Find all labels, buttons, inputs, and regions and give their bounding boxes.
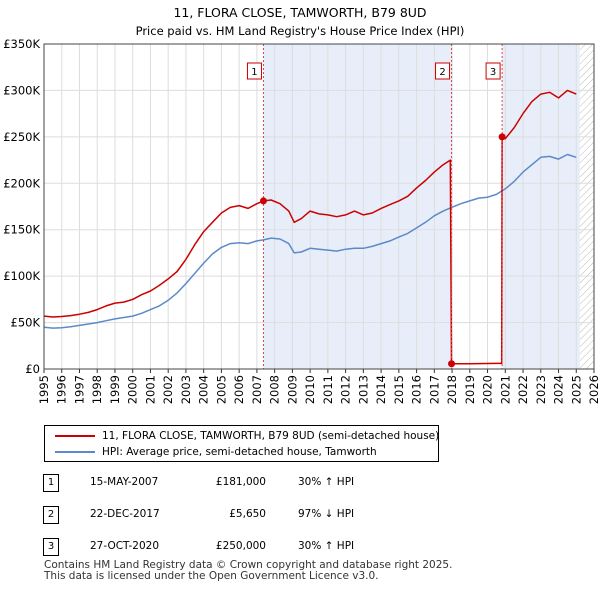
transaction-label-box-1 bbox=[246, 62, 262, 80]
y-tick-label-1: £50K bbox=[11, 316, 41, 330]
legend-item-property: 11, FLORA CLOSE, TAMWORTH, B79 8UD (semi… bbox=[45, 428, 440, 444]
transaction-date-1: 15-MAY-2007 bbox=[90, 476, 159, 488]
legend-item-hpi: HPI: Average price, semi-detached house,… bbox=[45, 444, 438, 460]
series-line-property bbox=[43, 89, 577, 365]
footer-line-2: This data is licensed under the Open Gov… bbox=[44, 570, 379, 582]
x-tick-label-2006: 2006 bbox=[232, 375, 246, 404]
y-tick-label-0: £0 bbox=[25, 362, 40, 376]
transaction-number-2: 2 bbox=[43, 506, 59, 524]
x-tick-label-2008: 2008 bbox=[268, 375, 282, 404]
x-tick-label-1998: 1998 bbox=[90, 375, 104, 404]
chart-title: 11, FLORA CLOSE, TAMWORTH, B79 8UD bbox=[173, 5, 426, 20]
footer: Contains HM Land Registry data © Crown c… bbox=[44, 560, 452, 582]
legend-swatch-property bbox=[55, 435, 95, 437]
forecast-hatch bbox=[579, 44, 594, 369]
x-tick-label-2000: 2000 bbox=[126, 375, 140, 404]
x-tick-label-2010: 2010 bbox=[303, 375, 317, 404]
legend-swatch-hpi bbox=[55, 451, 95, 453]
x-tick-label-2026: 2026 bbox=[587, 375, 600, 404]
transaction-point-3 bbox=[498, 133, 506, 141]
price-chart: 11, FLORA CLOSE, TAMWORTH, B79 8UD Price… bbox=[3, 5, 600, 404]
transaction-hpi-2: 97% ↓ HPI bbox=[298, 508, 355, 520]
x-tick-label-2023: 2023 bbox=[534, 375, 548, 404]
transaction-hpi-3: 30% ↑ HPI bbox=[298, 540, 355, 552]
x-tick-label-2018: 2018 bbox=[445, 375, 459, 404]
x-tick-label-2025: 2025 bbox=[569, 375, 583, 404]
y-tick-label-2: £100K bbox=[3, 269, 40, 283]
y-tick-label-5: £250K bbox=[3, 130, 40, 144]
x-tick-label-2024: 2024 bbox=[552, 375, 566, 404]
x-tick-label-1996: 1996 bbox=[55, 375, 69, 404]
x-tick-label-2021: 2021 bbox=[498, 375, 512, 404]
x-tick-label-2007: 2007 bbox=[250, 375, 264, 404]
y-tick-label-3: £150K bbox=[3, 223, 40, 237]
x-tick-label-2004: 2004 bbox=[197, 375, 211, 404]
x-tick-label-2022: 2022 bbox=[516, 375, 530, 404]
x-tick-label-2015: 2015 bbox=[392, 375, 406, 404]
transaction-label-2: 2 bbox=[439, 67, 445, 78]
x-tick-label-2014: 2014 bbox=[374, 375, 388, 404]
x-tick-label-2005: 2005 bbox=[214, 375, 228, 404]
transaction-number-1: 1 bbox=[43, 474, 59, 492]
transaction-label-3: 3 bbox=[490, 67, 496, 78]
x-tick-label-2011: 2011 bbox=[321, 375, 335, 404]
legend-label-hpi: HPI: Average price, semi-detached house,… bbox=[102, 446, 377, 458]
transaction-number-3: 3 bbox=[43, 538, 59, 556]
plot-background bbox=[44, 44, 594, 369]
transaction-date-2: 22-DEC-2017 bbox=[90, 508, 160, 520]
transaction-row-3: 3 27-OCT-2020 £250,000 30% ↑ HPI bbox=[0, 538, 600, 558]
series-line-hpi bbox=[43, 153, 577, 329]
transaction-row-1: 1 15-MAY-2007 £181,000 30% ↑ HPI bbox=[0, 474, 600, 494]
x-tick-label-1999: 1999 bbox=[108, 375, 122, 404]
y-tick-label-6: £300K bbox=[3, 83, 40, 97]
legend-label-property: 11, FLORA CLOSE, TAMWORTH, B79 8UD (semi… bbox=[102, 430, 440, 442]
y-tick-label-7: £350K bbox=[3, 37, 40, 51]
x-tick-label-2019: 2019 bbox=[463, 375, 477, 404]
chart-subtitle: Price paid vs. HM Land Registry's House … bbox=[136, 24, 465, 38]
transaction-hpi-1: 30% ↑ HPI bbox=[298, 476, 355, 488]
x-tick-label-1995: 1995 bbox=[37, 375, 51, 404]
axes: £0 £50K £100K £150K £200K £250K £300K £350K 1995… bbox=[3, 37, 600, 404]
transaction-date-3: 27-OCT-2020 bbox=[90, 540, 159, 552]
y-tick-label-4: £200K bbox=[3, 176, 40, 190]
legend: 11, FLORA CLOSE, TAMWORTH, B79 8UD (semi… bbox=[44, 425, 439, 462]
transaction-price-3: £250,000 bbox=[215, 540, 266, 552]
x-tick-label-2016: 2016 bbox=[410, 375, 424, 404]
transaction-row-2: 2 22-DEC-2017 £5,650 97% ↓ HPI bbox=[0, 506, 600, 526]
transaction-label-1: 1 bbox=[251, 67, 257, 78]
x-tick-label-2009: 2009 bbox=[285, 375, 299, 404]
transaction-label-box-3 bbox=[485, 62, 501, 80]
x-tick-label-2013: 2013 bbox=[356, 375, 370, 404]
transaction-point-2 bbox=[448, 360, 456, 368]
x-tick-label-1997: 1997 bbox=[72, 375, 86, 404]
transaction-price-2: £5,650 bbox=[229, 508, 266, 520]
x-tick-label-2017: 2017 bbox=[427, 375, 441, 404]
plot-border bbox=[43, 43, 595, 370]
x-tick-label-2001: 2001 bbox=[143, 375, 157, 404]
footer-line-1: Contains HM Land Registry data © Crown c… bbox=[44, 559, 453, 571]
x-tick-label-2002: 2002 bbox=[161, 375, 175, 404]
x-tick-label-2003: 2003 bbox=[179, 375, 193, 404]
x-tick-label-2020: 2020 bbox=[481, 375, 495, 404]
series-lines bbox=[43, 89, 577, 365]
transaction-markers: 1 2 3 bbox=[246, 44, 506, 369]
transaction-point-1 bbox=[259, 197, 267, 205]
shaded-range-1 bbox=[263, 44, 452, 369]
transaction-price-1: £181,000 bbox=[215, 476, 266, 488]
x-tick-label-2012: 2012 bbox=[339, 375, 353, 404]
transaction-label-box-2 bbox=[435, 62, 451, 80]
